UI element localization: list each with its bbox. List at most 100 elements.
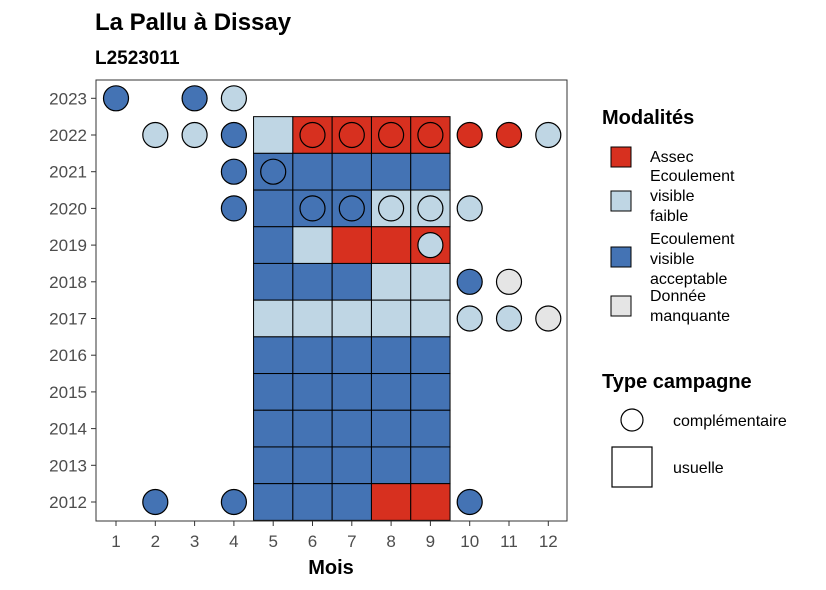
complementaire-point (102, 85, 130, 112)
x-tick-label: 6 (308, 532, 317, 551)
complementaire-point (181, 85, 208, 112)
complementaire-point (535, 121, 562, 149)
y-tick-label: 2018 (49, 273, 87, 292)
y-tick-label: 2020 (49, 199, 87, 218)
usuelle-cell (331, 262, 372, 301)
usuelle-cell (253, 189, 294, 228)
complementaire-point (417, 121, 444, 149)
usuelle-cell (292, 336, 333, 375)
complementaire-point (181, 121, 208, 149)
usuelle-cell (331, 226, 372, 264)
usuelle-cell (410, 299, 451, 338)
legend-label-usuelle: usuelle (673, 460, 724, 477)
legend-label-manquante: Donnée (650, 288, 706, 305)
usuelle-cell (253, 299, 294, 338)
usuelle-cell (370, 226, 412, 264)
y-tick-label: 2016 (49, 346, 87, 365)
x-tick-label: 11 (500, 532, 518, 551)
usuelle-cell (331, 336, 372, 375)
x-tick-label: 3 (190, 532, 199, 551)
y-tick-label: 2017 (49, 310, 87, 329)
legend-label-manquante: manquante (650, 308, 730, 325)
y-axis: 2012 2013 2014 2015 2016 2017 2018 2019 2020 2021… (49, 89, 96, 512)
usuelle-cell (410, 446, 451, 485)
legend-key-manquante (610, 295, 632, 317)
complementaire-point (535, 305, 562, 332)
y-tick-label: 2022 (49, 126, 87, 145)
usuelle-cell (253, 262, 294, 301)
legend-modalites: Assec Ecoulement visible faible Ecoulement vi… (610, 146, 735, 325)
usuelle-cell (292, 152, 333, 191)
usuelle-cell (370, 373, 412, 411)
x-tick-label: 12 (539, 532, 558, 551)
complementaire-point (456, 121, 483, 149)
legend-modalites-title: Modalités (602, 107, 694, 129)
usuelle-cell (410, 262, 451, 301)
usuelle-cell (410, 409, 451, 448)
usuelle-cell (253, 483, 294, 521)
legend-label-faible: faible (650, 208, 688, 225)
usuelle-cell (292, 373, 333, 411)
complementaire-point (220, 195, 247, 222)
complementaire-point (338, 121, 365, 149)
y-tick-label: 2015 (49, 383, 87, 402)
x-tick-label: 4 (229, 532, 238, 551)
usuelle-cell (253, 116, 294, 154)
legend-label-acceptable: visible (650, 251, 695, 268)
complementaire-point (220, 121, 247, 149)
complementaire-point (220, 488, 247, 516)
usuelle-cell (331, 373, 372, 411)
complementaire-point (220, 158, 247, 185)
usuelle-cell (370, 152, 412, 191)
usuelle-cell (370, 299, 412, 338)
usuelle-cell (292, 483, 333, 521)
complementaire-point (142, 488, 169, 516)
complementaire-point (417, 195, 444, 222)
x-axis-title: Mois (308, 557, 354, 579)
plot-points (102, 85, 562, 516)
usuelle-cell (292, 262, 333, 301)
x-tick-label: 8 (386, 532, 395, 551)
legend-key-faible (610, 190, 632, 212)
legend-campagne: complémentaire usuelle (611, 408, 787, 488)
legend-label-faible: visible (650, 188, 695, 205)
y-tick-label: 2012 (49, 493, 87, 512)
legend-campagne-title: Type campagne (602, 371, 752, 393)
plot-panel-border (95, 79, 568, 522)
usuelle-cell (331, 446, 372, 485)
legend-label-acceptable: Ecoulement (650, 231, 735, 248)
usuelle-cell (370, 446, 412, 485)
complementaire-point (456, 305, 483, 332)
legend-key-acceptable (610, 246, 632, 268)
x-tick-label: 10 (460, 532, 479, 551)
usuelle-cell (253, 336, 294, 375)
y-tick-label: 2021 (49, 163, 87, 182)
y-tick-label: 2014 (49, 420, 87, 439)
complementaire-point (142, 121, 169, 149)
usuelle-cell (370, 262, 412, 301)
complementaire-point (456, 488, 483, 516)
complementaire-point (495, 305, 523, 332)
usuelle-cell (331, 483, 372, 521)
legend-label-assec: Assec (650, 149, 694, 166)
complementaire-point (299, 121, 326, 149)
usuelle-cell (410, 483, 451, 521)
complementaire-point (378, 195, 405, 222)
complementaire-point (299, 195, 326, 222)
complementaire-point (495, 121, 523, 149)
usuelle-cell (253, 373, 294, 411)
complementaire-point (220, 85, 247, 112)
usuelle-cell (331, 299, 372, 338)
usuelle-cell (331, 409, 372, 448)
usuelle-cell (292, 226, 333, 264)
usuelle-cell (292, 446, 333, 485)
complementaire-point (378, 121, 405, 149)
y-tick-label: 2023 (49, 89, 87, 108)
usuelle-cell (253, 226, 294, 264)
y-tick-label: 2019 (49, 236, 87, 255)
x-tick-label: 2 (151, 532, 160, 551)
usuelle-cell (410, 152, 451, 191)
legend-label-acceptable: acceptable (650, 271, 727, 288)
legend-label-faible: Ecoulement (650, 168, 735, 185)
